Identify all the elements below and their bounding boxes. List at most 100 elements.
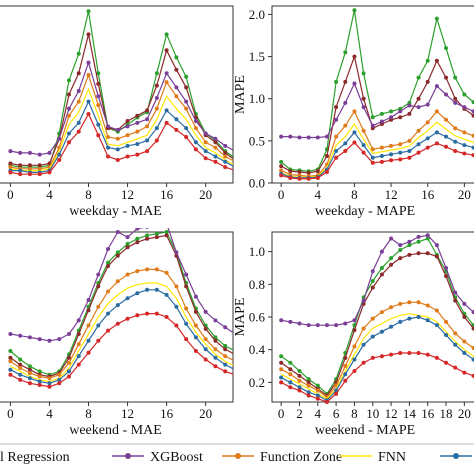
data-point: [86, 60, 91, 65]
data-point: [27, 371, 32, 376]
data-point: [324, 134, 329, 139]
data-point: [453, 290, 458, 295]
data-point: [27, 381, 32, 386]
data-point: [203, 309, 208, 314]
data-point: [76, 318, 81, 323]
data-point: [471, 346, 474, 351]
data-point: [145, 138, 150, 143]
data-point: [471, 133, 474, 138]
data-point: [213, 347, 218, 352]
data-point: [184, 99, 189, 104]
data-point: [76, 88, 81, 93]
data-point: [86, 298, 91, 302]
data-point: [297, 378, 302, 383]
data-point: [389, 236, 394, 241]
data-point: [306, 135, 311, 140]
data-point: [135, 142, 140, 147]
data-point: [154, 126, 159, 131]
data-point: [343, 378, 348, 383]
data-point: [223, 165, 228, 170]
data-point: [86, 323, 91, 328]
panel-2: 0 4 8 12 16 20 0.0 0.5 1.0 1.5 2.0 weekday - MAPE MA…: [233, 5, 474, 219]
data-point: [66, 332, 71, 336]
data-point: [352, 130, 357, 135]
data-point: [462, 151, 467, 156]
data-point: [370, 334, 375, 339]
series-7: [8, 311, 233, 389]
data-point: [416, 75, 421, 80]
data-point: [232, 350, 233, 352]
data-point: [343, 141, 348, 146]
panel-3: 0 4 8 12 16 20 weekend - MAE: [0, 228, 234, 438]
data-point: [213, 335, 218, 340]
series-2: [279, 54, 474, 175]
legend-label: Function Zone: [260, 450, 342, 465]
data-point: [106, 124, 111, 129]
data-point: [66, 106, 71, 111]
data-point: [425, 233, 430, 238]
data-point: [343, 100, 348, 105]
data-point: [193, 294, 198, 299]
data-point: [407, 300, 412, 305]
data-point: [306, 323, 311, 328]
data-point: [213, 355, 218, 360]
data-point: [324, 154, 329, 159]
data-point: [184, 306, 189, 311]
data-point: [66, 78, 71, 83]
data-point: [57, 337, 62, 342]
data-point: [324, 323, 329, 328]
data-point: [115, 147, 120, 152]
data-point: [352, 318, 357, 323]
data-point: [279, 159, 284, 164]
data-point: [389, 256, 394, 261]
data-point: [425, 145, 430, 150]
data-point: [361, 105, 366, 110]
data-point: [66, 92, 71, 97]
data-point: [203, 156, 208, 161]
data-point: [370, 285, 375, 290]
data-point: [57, 381, 62, 386]
y-axis-label: MAPE: [233, 75, 248, 114]
data-point: [379, 154, 384, 159]
data-point: [425, 352, 430, 357]
data-point: [279, 168, 284, 173]
data-point: [223, 159, 228, 164]
data-point: [47, 338, 52, 343]
data-point: [370, 279, 375, 284]
data-point: [115, 303, 120, 308]
data-point: [434, 109, 439, 114]
data-point: [352, 357, 357, 362]
data-point: [174, 55, 179, 60]
data-point: [125, 143, 130, 148]
series-line: [10, 289, 233, 384]
data-point: [288, 319, 293, 324]
data-point: [434, 323, 439, 328]
data-point: [352, 54, 357, 59]
legend-label: FNN: [378, 450, 406, 465]
data-point: [8, 149, 13, 154]
data-point: [213, 159, 218, 164]
data-point: [462, 350, 467, 355]
data-point: [96, 323, 101, 328]
data-point: [425, 251, 430, 256]
data-point: [379, 354, 384, 359]
series-line: [10, 34, 233, 166]
plot-frame: [271, 5, 474, 184]
y-tick-label: 0.8: [249, 277, 265, 292]
legend-item: FNN: [340, 450, 406, 465]
data-point: [223, 369, 228, 374]
data-point: [379, 310, 384, 315]
data-point: [8, 367, 13, 372]
data-point: [334, 155, 339, 160]
data-point: [193, 349, 198, 353]
data-point: [279, 173, 284, 178]
x-tick-label: 20: [199, 187, 212, 202]
data-point: [8, 359, 13, 364]
data-point: [96, 284, 101, 289]
data-point: [66, 140, 71, 145]
data-point: [125, 296, 130, 301]
legend-item: l Regression: [0, 450, 70, 465]
data-point: [334, 323, 339, 328]
data-point: [407, 111, 412, 116]
plot-area: [8, 228, 233, 389]
